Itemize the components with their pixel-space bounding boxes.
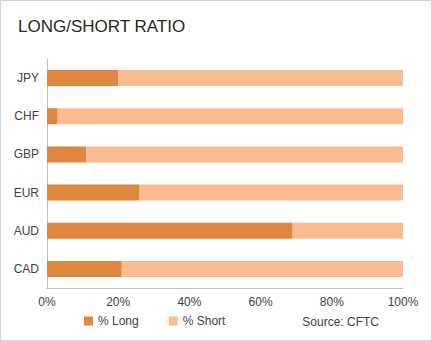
svg-text:Source: CFTC: Source: CFTC bbox=[302, 315, 379, 329]
svg-text:% Short: % Short bbox=[183, 314, 226, 328]
svg-text:AUD: AUD bbox=[14, 224, 40, 238]
svg-text:LONG/SHORT RATIO: LONG/SHORT RATIO bbox=[18, 17, 185, 36]
svg-text:EUR: EUR bbox=[14, 186, 40, 200]
svg-text:100%: 100% bbox=[388, 295, 419, 309]
svg-text:40%: 40% bbox=[177, 295, 201, 309]
svg-text:CHF: CHF bbox=[14, 109, 39, 123]
svg-text:JPY: JPY bbox=[17, 71, 39, 85]
svg-text:20%: 20% bbox=[106, 295, 130, 309]
svg-text:GBP: GBP bbox=[14, 147, 39, 161]
svg-text:80%: 80% bbox=[320, 295, 344, 309]
svg-text:60%: 60% bbox=[249, 295, 273, 309]
svg-text:CAD: CAD bbox=[14, 262, 40, 276]
svg-text:% Long: % Long bbox=[98, 314, 139, 328]
svg-text:0%: 0% bbox=[38, 295, 56, 309]
